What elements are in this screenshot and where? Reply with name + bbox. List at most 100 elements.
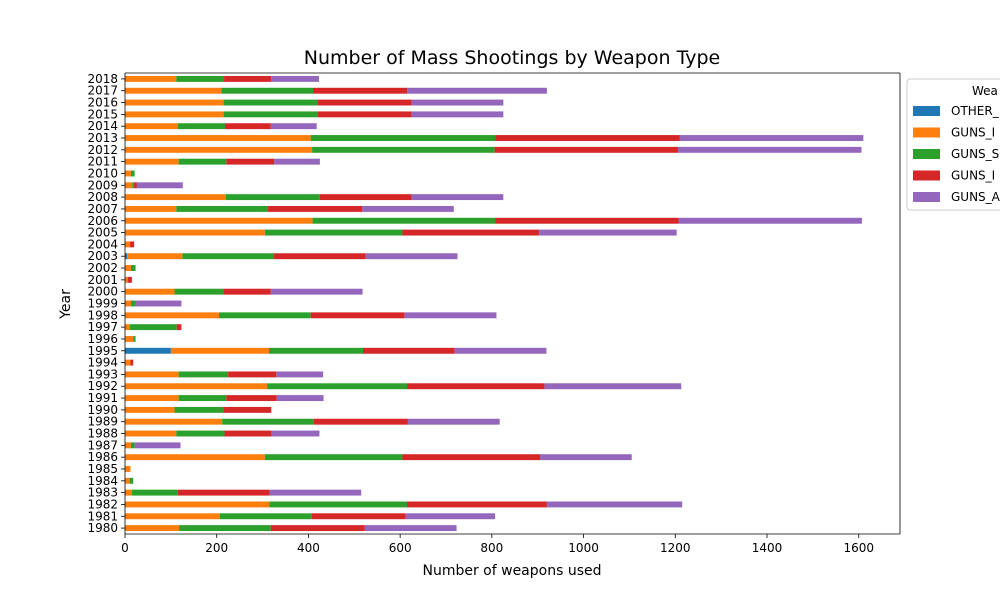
bar-2002-series-1 <box>125 265 131 271</box>
bar-2018-series-3 <box>224 75 272 82</box>
x-tick-label: 800 <box>480 541 503 555</box>
bar-2016-series-4 <box>411 99 504 106</box>
bar-1990-series-1 <box>125 406 175 413</box>
bar-2004-series-3 <box>130 241 135 248</box>
bar-2017-series-4 <box>407 87 547 94</box>
bar-1983-series-4 <box>269 489 362 496</box>
y-tick-label: 1994 <box>87 356 118 370</box>
bar-1986-series-3 <box>402 454 541 461</box>
y-tick-label: 2002 <box>87 261 118 275</box>
bar-2011-series-4 <box>274 158 320 165</box>
bars-layer <box>125 75 864 532</box>
x-tick-label: 200 <box>205 541 228 555</box>
bar-2014-series-2 <box>177 123 225 130</box>
y-tick-label: 1981 <box>87 509 118 523</box>
bar-1984-series-1 <box>125 477 130 484</box>
bar-1989-series-2 <box>222 418 314 425</box>
x-tick-label: 600 <box>389 541 412 555</box>
bar-1998-series-3 <box>310 312 405 319</box>
bar-2007-series-3 <box>268 205 363 212</box>
bar-2016-series-1 <box>125 99 224 106</box>
bar-2012-series-2 <box>312 146 495 153</box>
bar-1983-series-1 <box>125 489 132 496</box>
bar-1995-series-2 <box>268 347 363 354</box>
legend-swatch-4 <box>913 192 940 202</box>
y-tick-label: 2010 <box>87 166 118 180</box>
bar-1988-series-1 <box>125 430 177 437</box>
bar-2006-series-1 <box>125 217 313 224</box>
bar-2015-series-1 <box>125 111 224 118</box>
bar-1986-series-2 <box>264 454 403 461</box>
bar-2005-series-1 <box>125 229 265 236</box>
bar-1984-series-2 <box>129 477 134 484</box>
y-tick-label: 2018 <box>87 72 118 86</box>
bar-1989-series-1 <box>125 418 223 425</box>
bar-1987-series-2 <box>130 442 135 449</box>
bar-1983-series-0 <box>125 489 126 496</box>
y-tick-label: 1987 <box>87 438 118 452</box>
bar-1992-series-1 <box>125 383 268 390</box>
bar-2000-series-3 <box>223 288 271 295</box>
y-tick-label: 1983 <box>87 486 118 500</box>
bar-1995-series-0 <box>125 347 171 354</box>
bar-2009-series-1 <box>125 182 133 189</box>
bar-2018-series-2 <box>176 75 225 82</box>
bar-2017-series-3 <box>313 87 408 94</box>
bar-1994-series-3 <box>130 359 134 366</box>
y-tick-label: 2007 <box>87 202 118 216</box>
bar-2001-series-3 <box>127 276 132 283</box>
bar-2013-series-3 <box>495 135 680 141</box>
bar-2003-series-3 <box>274 253 366 260</box>
bar-1982-series-1 <box>125 501 270 508</box>
x-tick-label: 1200 <box>660 541 691 555</box>
y-tick-label: 2014 <box>87 119 118 133</box>
bar-1997-series-1 <box>125 324 131 331</box>
bar-2008-series-2 <box>225 194 320 201</box>
bar-2018-series-1 <box>125 75 177 82</box>
legend-title: Wea <box>972 84 998 98</box>
bar-2012-series-1 <box>125 146 313 153</box>
legend-swatch-0 <box>913 106 940 116</box>
legend-label-2: GUNS_S <box>951 147 999 161</box>
bar-1992-series-2 <box>267 383 408 390</box>
bar-2014-series-3 <box>224 123 271 130</box>
y-tick-label: 2016 <box>87 96 118 110</box>
bar-1990-series-2 <box>174 406 224 413</box>
bar-1980-series-3 <box>270 525 365 532</box>
bar-2012-series-3 <box>494 146 679 153</box>
legend-label-3: GUNS_I <box>951 169 995 183</box>
y-tick-label: 2017 <box>87 84 118 98</box>
y-tick-label: 1990 <box>87 403 118 417</box>
bar-2016-series-3 <box>317 99 412 106</box>
y-tick-label: 1986 <box>87 450 118 464</box>
bar-1987-series-1 <box>125 442 131 449</box>
bar-2007-series-2 <box>176 205 269 212</box>
bar-1998-series-2 <box>219 312 311 319</box>
y-tick-label: 1998 <box>87 308 118 322</box>
y-tick-label: 1988 <box>87 427 118 441</box>
bar-2000-series-1 <box>125 288 175 295</box>
y-tick-label: 1999 <box>87 297 118 311</box>
bar-2012-series-4 <box>678 146 862 153</box>
bar-2007-series-1 <box>125 205 177 212</box>
bar-2009-series-2 <box>132 182 135 189</box>
x-tick-label: 400 <box>297 541 320 555</box>
bar-1999-series-1 <box>125 300 131 307</box>
y-tick-label: 2006 <box>87 214 118 228</box>
bar-2013-series-2 <box>310 135 496 141</box>
bar-2015-series-2 <box>223 111 318 118</box>
bar-2014-series-4 <box>270 123 317 130</box>
bar-2006-series-3 <box>495 217 679 224</box>
chart-title: Number of Mass Shootings by Weapon Type <box>304 47 720 69</box>
y-tick-label: 2011 <box>87 155 118 169</box>
bar-2011-series-1 <box>125 158 179 165</box>
bar-1988-series-2 <box>176 430 225 437</box>
bar-1983-series-2 <box>131 489 178 496</box>
y-tick-label: 1991 <box>87 391 118 405</box>
bar-1990-series-3 <box>223 406 272 413</box>
bar-2003-series-4 <box>365 253 458 260</box>
bar-2005-series-3 <box>402 229 540 236</box>
y-tick-label: 1995 <box>87 344 118 358</box>
bar-2009-series-4 <box>136 182 183 189</box>
